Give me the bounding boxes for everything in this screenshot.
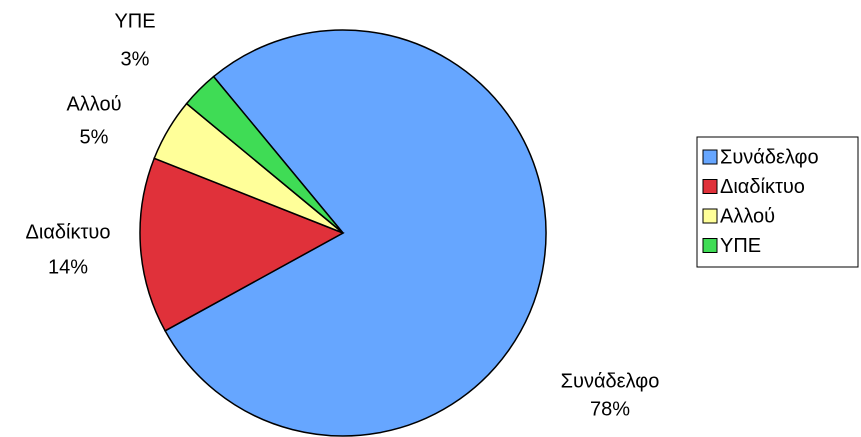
slice-value-label: 14% <box>48 256 88 278</box>
legend-label: Συνάδελφο <box>720 146 819 168</box>
slice-label: ΥΠΕ <box>114 10 155 32</box>
slice-value-label: 5% <box>80 126 109 148</box>
legend-swatch <box>702 179 718 194</box>
pie-slice <box>139 157 345 332</box>
legend-box <box>696 136 859 268</box>
legend-swatch <box>702 208 718 224</box>
slice-label: Διαδίκτυο <box>26 221 111 243</box>
slice-value-label: 78% <box>590 398 630 420</box>
legend-label: ΥΠΕ <box>720 235 761 257</box>
pie-slice <box>164 29 547 437</box>
legend-label: Αλλού <box>720 205 775 227</box>
slice-label: Συνάδελφο <box>561 370 660 392</box>
slice-label: Αλλού <box>66 93 121 115</box>
legend-swatch <box>702 238 718 253</box>
pie-slice <box>185 75 344 234</box>
legend-label: Διαδίκτυο <box>720 176 805 198</box>
slice-value-label: 3% <box>121 48 150 70</box>
legend-swatch <box>702 149 718 165</box>
